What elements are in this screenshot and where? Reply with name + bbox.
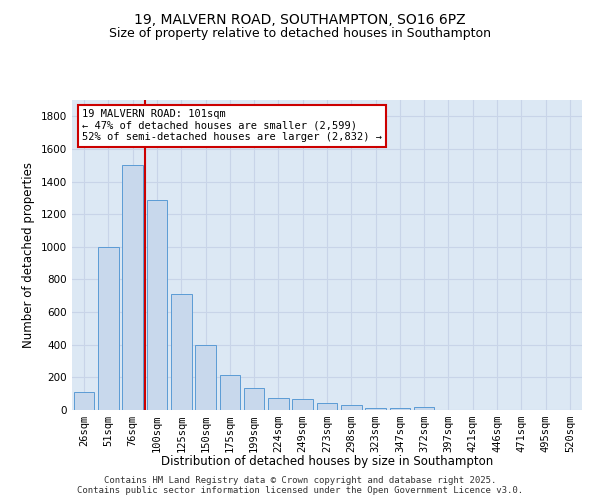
Bar <box>171 294 191 410</box>
Text: 19, MALVERN ROAD, SOUTHAMPTON, SO16 6PZ: 19, MALVERN ROAD, SOUTHAMPTON, SO16 6PZ <box>134 12 466 26</box>
Text: Contains HM Land Registry data © Crown copyright and database right 2025.
Contai: Contains HM Land Registry data © Crown c… <box>77 476 523 495</box>
Bar <box>122 166 143 410</box>
Bar <box>317 404 337 410</box>
Bar <box>74 392 94 410</box>
Bar <box>365 408 386 410</box>
Bar <box>98 247 119 410</box>
Text: Size of property relative to detached houses in Southampton: Size of property relative to detached ho… <box>109 28 491 40</box>
Text: 19 MALVERN ROAD: 101sqm
← 47% of detached houses are smaller (2,599)
52% of semi: 19 MALVERN ROAD: 101sqm ← 47% of detache… <box>82 110 382 142</box>
Y-axis label: Number of detached properties: Number of detached properties <box>22 162 35 348</box>
Bar <box>292 400 313 410</box>
Bar <box>268 398 289 410</box>
Bar <box>220 375 240 410</box>
Bar <box>146 200 167 410</box>
Bar <box>195 344 216 410</box>
X-axis label: Distribution of detached houses by size in Southampton: Distribution of detached houses by size … <box>161 455 493 468</box>
Bar <box>389 408 410 410</box>
Bar <box>414 406 434 410</box>
Bar <box>341 405 362 410</box>
Bar <box>244 388 265 410</box>
